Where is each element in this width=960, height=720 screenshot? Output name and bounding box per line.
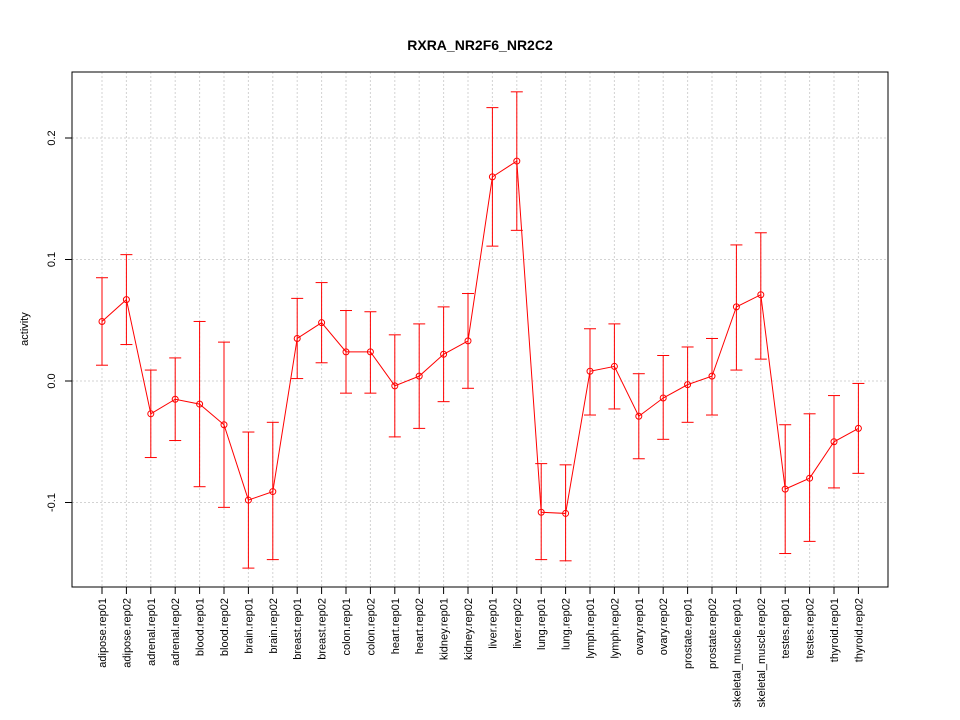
data-point	[391, 382, 399, 390]
data-point	[269, 488, 277, 496]
x-tick-label: heart.rep01	[390, 598, 402, 654]
data-point	[659, 394, 667, 402]
x-tick-label: lung.rep01	[536, 598, 548, 650]
y-axis: -0.1 0.0 0.1 0.2	[46, 130, 72, 512]
x-tick-label: adipose.rep01	[97, 598, 109, 668]
data-point	[537, 508, 545, 516]
data-point	[635, 412, 643, 420]
x-tick-label: breast.rep02	[317, 598, 329, 660]
data-point	[854, 424, 862, 432]
x-tick-label: prostate.rep01	[683, 598, 695, 669]
x-tick-label: blood.rep02	[219, 598, 231, 656]
data-point	[440, 350, 448, 358]
data-point	[122, 296, 130, 304]
x-tick-label: colon.rep02	[365, 598, 377, 656]
plot-frame	[71, 71, 889, 588]
x-tick-label: adrenal.rep02	[170, 598, 182, 666]
x-tick-label: thyroid.rep01	[829, 598, 841, 662]
data-series	[96, 91, 865, 569]
y-tick-label: -0.1	[46, 493, 58, 512]
data-point	[806, 474, 814, 482]
data-point	[147, 410, 155, 418]
x-tick-label: adipose.rep02	[121, 598, 133, 668]
x-tick-label: adrenal.rep01	[146, 598, 158, 666]
x-tick-label: lung.rep02	[561, 598, 573, 650]
x-tick-label: testes.rep02	[805, 598, 817, 659]
data-point	[464, 337, 472, 345]
data-point	[220, 421, 228, 429]
x-tick-label: lymph.rep01	[585, 598, 597, 659]
x-tick-label: colon.rep01	[341, 598, 353, 656]
data-point	[513, 157, 521, 165]
y-tick-label: 0.0	[46, 373, 58, 388]
data-point	[318, 319, 326, 327]
data-point	[562, 509, 570, 517]
data-point	[196, 400, 204, 408]
data-point	[830, 438, 838, 446]
data-point	[415, 372, 423, 380]
x-tick-label: thyroid.rep02	[853, 598, 865, 662]
data-point	[366, 348, 374, 356]
x-tick-label: skeletal_muscle.rep01	[731, 598, 743, 707]
x-tick-label: brain.rep01	[243, 598, 255, 654]
data-point	[244, 496, 252, 504]
x-tick-label: prostate.rep02	[707, 598, 719, 669]
y-tick-label: 0.1	[46, 252, 58, 267]
data-point	[684, 381, 692, 389]
x-tick-label: liver.rep02	[512, 598, 524, 649]
data-point	[342, 348, 350, 356]
x-tick-label: lymph.rep02	[609, 598, 621, 659]
data-point	[171, 395, 179, 403]
x-tick-label: ovary.rep02	[658, 598, 670, 655]
x-tick-label: breast.rep01	[292, 598, 304, 660]
data-point	[488, 173, 496, 181]
x-tick-label: liver.rep01	[487, 598, 499, 649]
data-point	[293, 334, 301, 342]
chart-title: RXRA_NR2F6_NR2C2	[407, 37, 553, 53]
x-tick-label: blood.rep01	[195, 598, 207, 656]
data-point	[708, 372, 716, 380]
x-axis: adipose.rep01 adipose.rep02 adrenal.rep01 a…	[97, 587, 865, 707]
data-point	[610, 362, 618, 370]
data-point	[586, 367, 594, 375]
x-tick-label: skeletal_muscle.rep02	[756, 598, 768, 707]
series-line	[101, 160, 859, 514]
data-point	[732, 303, 740, 311]
x-tick-label: kidney.rep02	[463, 598, 475, 660]
y-tick-label: 0.2	[46, 130, 58, 145]
x-tick-label: testes.rep01	[780, 598, 792, 659]
x-tick-label: ovary.rep01	[634, 598, 646, 655]
x-tick-label: kidney.rep01	[439, 598, 451, 660]
data-point	[757, 291, 765, 299]
data-point	[781, 485, 789, 493]
x-tick-label: brain.rep02	[268, 598, 280, 654]
y-axis-label: activity	[19, 312, 31, 346]
data-point	[98, 317, 106, 325]
x-tick-label: heart.rep02	[414, 598, 426, 654]
